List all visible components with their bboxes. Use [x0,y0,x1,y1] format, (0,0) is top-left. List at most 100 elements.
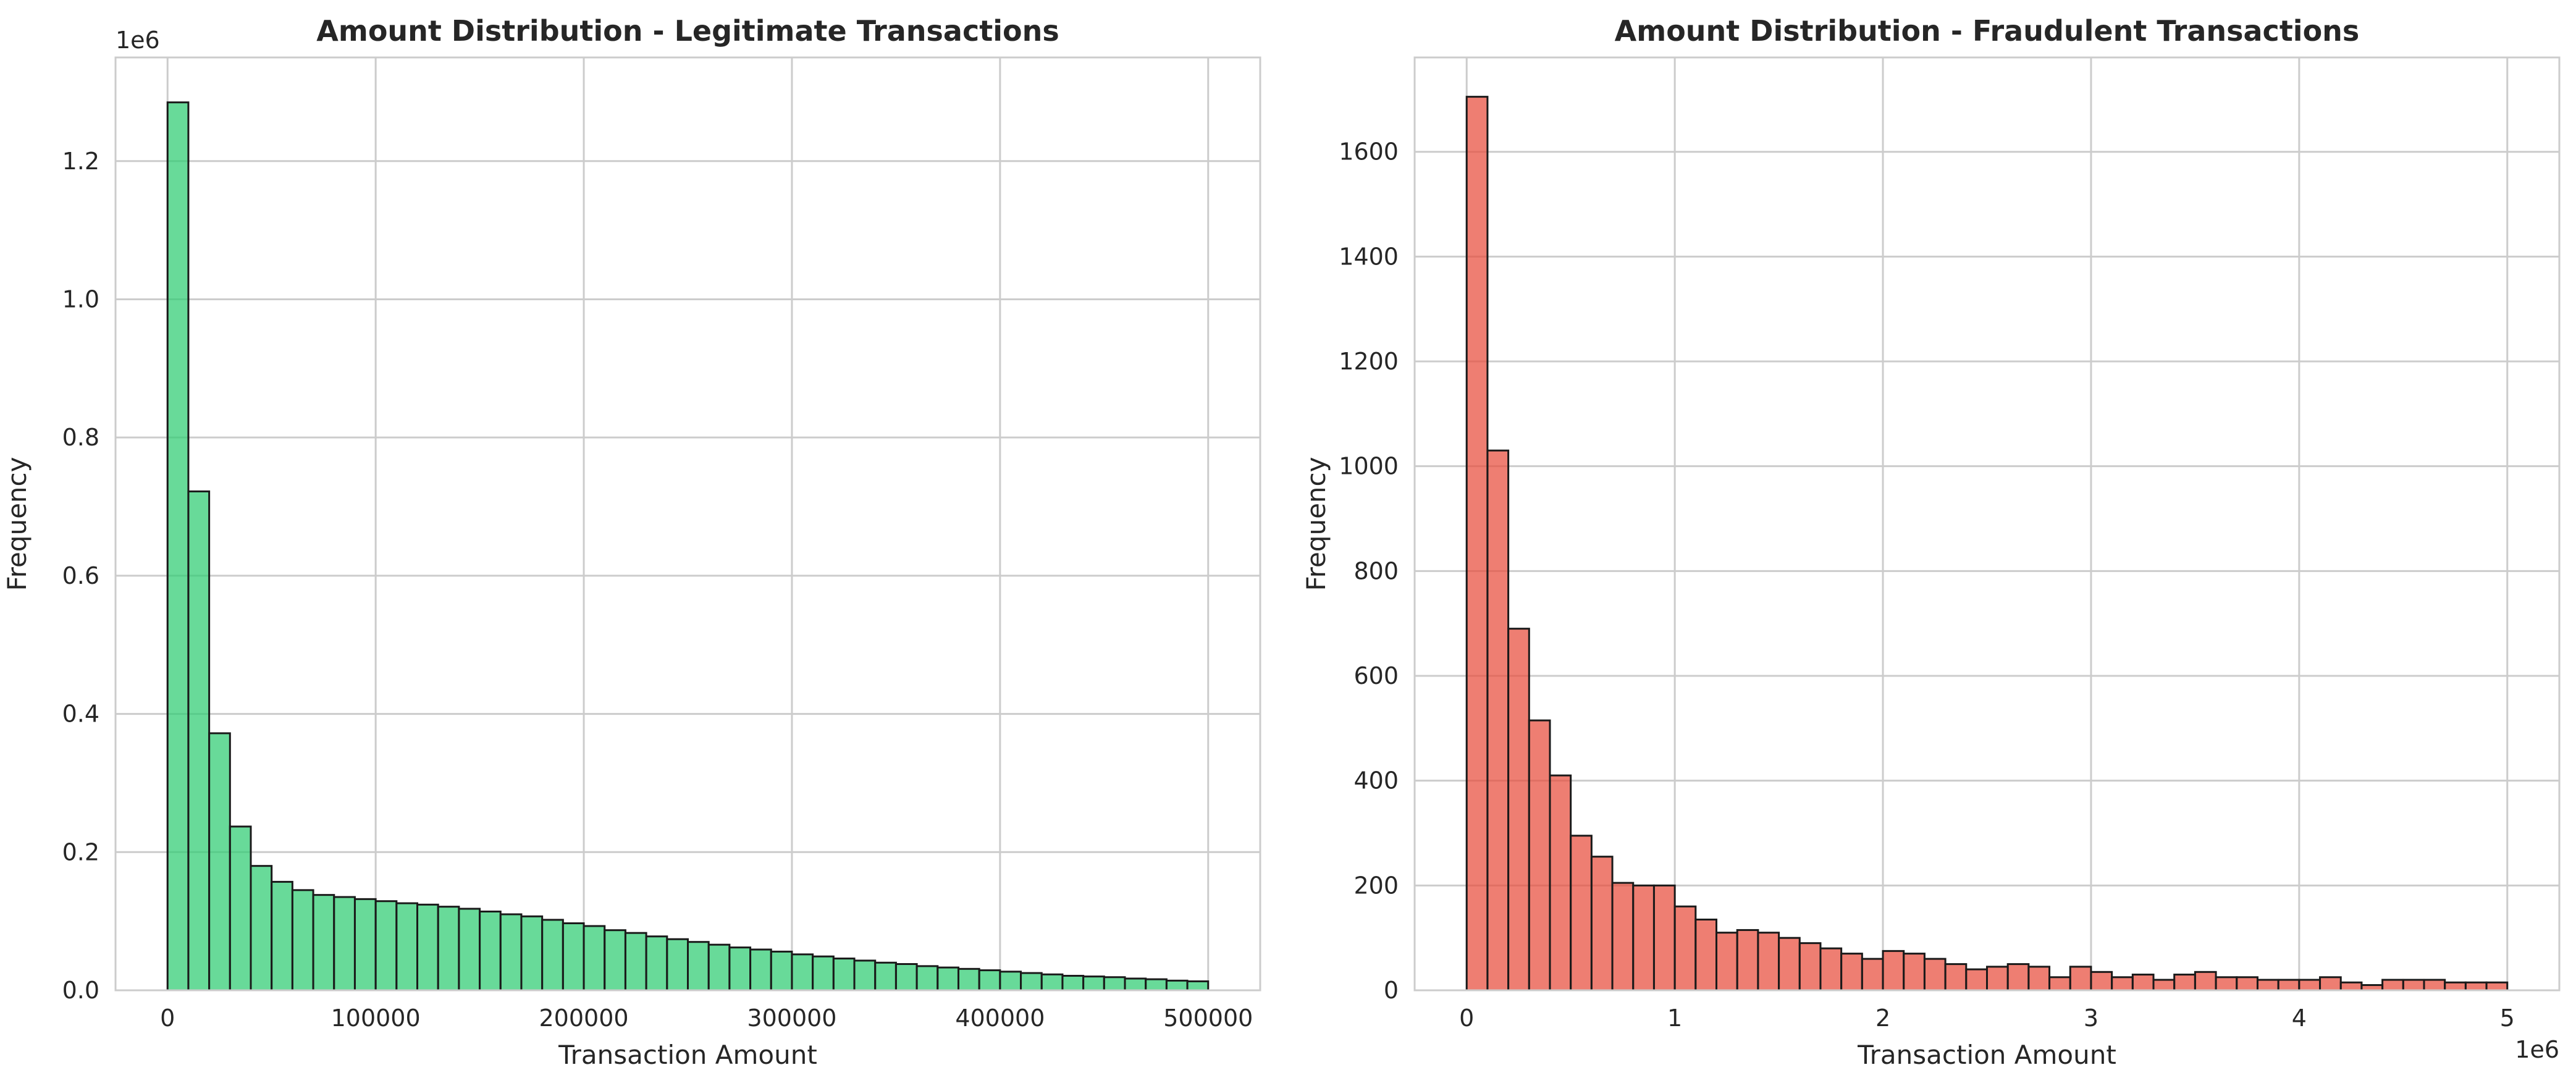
histogram-bar [937,966,959,992]
x-tick-label: 400000 [955,1005,1045,1032]
y-tick-label: 1.2 [62,148,99,175]
x-tick-label: 1 [1667,1005,1682,1032]
histogram-bar [2152,979,2176,992]
histogram-bar [2464,981,2488,992]
histogram-bar [583,925,606,992]
histogram-bar [1923,958,1947,992]
histogram-bar [1965,968,1988,992]
y-tick-label: 1000 [1339,453,1399,480]
histogram-bar [1715,932,1738,992]
histogram-bar [1549,774,1572,992]
histogram-bar [271,880,293,992]
histogram-bar [2006,963,2030,992]
histogram-bar [2069,966,2092,992]
histogram-bar [645,935,668,992]
y-tick-label: 0.2 [62,838,99,866]
chart-title: Amount Distribution - Fraudulent Transac… [1615,14,2360,48]
y-axis-label: Frequency [1301,457,1331,591]
histogram-bar [978,969,1001,992]
histogram-bar [2256,979,2279,992]
histogram-bar [2339,981,2363,992]
y-tick-label: 1400 [1339,243,1399,270]
y-tick-label: 0.8 [62,424,99,451]
y-tick-label: 1600 [1339,138,1399,166]
histogram-bar [874,961,897,992]
histogram-bar [395,902,419,992]
histogram-bar [1020,972,1043,992]
histogram-bar [2131,974,2155,992]
histogram-bar [2423,979,2446,992]
histogram-bar [1486,449,1510,992]
histogram-bar [1757,932,1780,992]
histogram-bar [2236,976,2258,992]
plot-frame [1413,56,2561,992]
histogram-bar [1819,947,1843,992]
histogram-bar [999,971,1022,992]
legitimate-amount-histogram: 0.0 0.2 0.4 0.6 0.8 1.0 1.2 0 100000 200000 300000… [2,14,1261,1070]
histogram-bar [291,889,314,992]
histogram-bar [2173,974,2196,992]
histogram-bar [1632,884,1655,992]
y-tick-label: 600 [1353,662,1399,689]
histogram-bar [604,929,626,992]
histogram-bar [479,910,502,992]
histogram-bar [1040,973,1064,992]
histogram-bar [1673,905,1697,992]
x-tick-label: 0 [160,1005,175,1032]
histogram-bar [666,938,689,992]
histogram-bar [2319,976,2342,992]
histogram-bar [353,898,377,992]
histogram-bar [520,915,544,992]
histogram-bar [541,919,564,992]
histogram-bar [2194,971,2217,992]
histogram-bar [1465,96,1489,992]
histogram-bar [1986,966,2009,992]
histogram-bar [1840,953,1863,992]
histogram-bar [416,903,439,992]
histogram-bar [2111,976,2134,992]
y-tick-label: 800 [1353,557,1399,584]
histogram-bar [1778,937,1801,992]
histogram-bar [770,950,793,992]
histogram-bar [1145,978,1168,992]
histogram-bar [624,932,647,992]
histogram-bar [1903,953,1926,992]
histogram-bar [333,896,356,992]
histogram-bar [957,967,980,992]
histogram-bar [832,958,856,992]
x-tick-label: 500000 [1163,1005,1253,1032]
histogram-bar [374,900,398,992]
y-tick-label: 200 [1353,872,1399,899]
y-tick-label: 0.0 [62,977,99,1004]
x-axis-label: Transaction Amount [1857,1040,2116,1070]
fraudulent-amount-histogram: 0 200 400 600 800 1000 1200 1400 1600 0 1 2 3 4 5 Amoun… [1301,14,2561,1070]
histogram-bar [2298,979,2321,992]
histogram-bar [1528,719,1551,992]
histogram-bar [1590,856,1614,992]
histogram-bar [853,959,877,992]
histogram-bar [687,941,710,992]
x-tick-label: 5 [2500,1005,2515,1032]
plot-frame [114,56,1261,992]
histogram-bar [1694,918,1718,992]
histogram-bar [562,922,585,992]
y-offset-label: 1e6 [116,27,160,54]
histogram-bar [2215,976,2238,992]
histogram-bar [894,963,918,992]
x-offset-label: 1e6 [2515,1036,2559,1063]
histogram-bar [166,101,190,992]
histogram-bar [2381,979,2404,992]
histogram-bar [2444,981,2467,992]
x-tick-label: 0 [1459,1005,1474,1032]
histogram-bar [1124,977,1147,992]
chart-title: Amount Distribution - Legitimate Transac… [316,14,1059,48]
x-tick-label: 300000 [747,1005,836,1032]
histogram-bar [1611,882,1635,992]
histogram-bar [791,953,814,992]
histogram-bar [2277,979,2300,992]
histogram-bar [1082,975,1105,992]
histogram-bar [1798,942,1822,992]
histogram-bar [812,955,835,992]
histogram-bar [312,894,335,992]
histogram-bar [1861,958,1884,992]
